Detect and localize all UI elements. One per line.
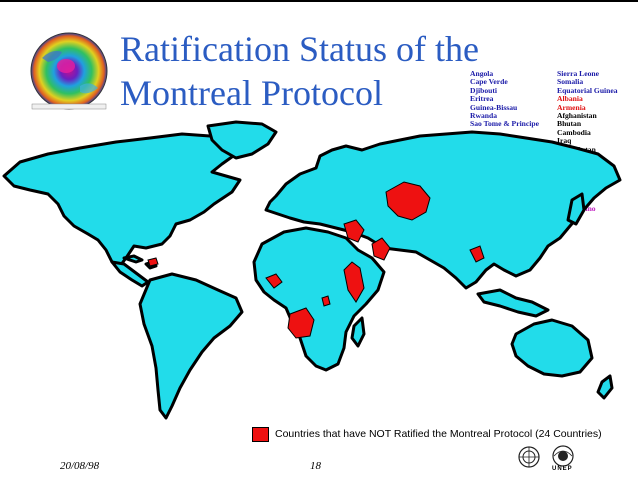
country-list-item: Somalia xyxy=(557,77,584,87)
footer-date: 20/08/98 xyxy=(60,460,100,472)
title-line-2: Montreal Protocol xyxy=(120,73,383,113)
continents xyxy=(2,120,622,420)
country-list-item: Guinea-Bissau xyxy=(470,102,518,112)
central-asia-region xyxy=(385,181,431,221)
un-emblem-logo xyxy=(518,446,540,468)
country-list-item: Angola xyxy=(470,69,494,78)
country-list-item: Cambodia xyxy=(557,127,591,137)
country-list-item: Djibouti xyxy=(470,85,498,95)
middle-east-region xyxy=(343,219,365,243)
country-list-column-1: Angola Cape Verde Djibouti Eritrea Guinea-Bi… xyxy=(470,69,550,129)
angola-region xyxy=(287,307,315,339)
legend: Countries that have NOT Ratified the Mon… xyxy=(252,426,602,442)
africa-landmass xyxy=(252,226,386,372)
title-line-1: Ratification Status of the xyxy=(120,29,479,69)
non-ratified-countries xyxy=(147,181,485,339)
west-africa-region xyxy=(265,273,283,289)
haiti-region xyxy=(147,257,159,267)
country-list-item: Sao Tome & Principe xyxy=(470,119,539,129)
page-number: 18 xyxy=(310,460,321,472)
central-america-landmass xyxy=(110,260,150,288)
top-rule xyxy=(0,0,638,2)
world-map xyxy=(2,120,622,420)
country-list-item: Rwanda xyxy=(470,111,498,121)
country-list-item: Cape Verde xyxy=(470,77,508,87)
legend-swatch xyxy=(252,426,269,442)
country-list-item: Afghanistan xyxy=(557,111,597,121)
country-list-item: Armenia xyxy=(557,102,586,112)
legend-label: Countries that have NOT Ratified the Mon… xyxy=(275,428,602,440)
southeast-asia-islands xyxy=(476,288,550,318)
south-america-landmass xyxy=(138,272,244,420)
greenland-landmass xyxy=(206,120,278,160)
new-zealand-landmass xyxy=(596,374,614,400)
cambodia-region xyxy=(469,245,485,263)
japan-landmass xyxy=(566,192,586,226)
unep-emblem-logo xyxy=(552,445,574,467)
ozone-globe-image xyxy=(30,32,108,110)
horn-of-africa-region xyxy=(343,261,365,303)
country-list-item: Eritrea xyxy=(470,94,494,104)
australia-landmass xyxy=(510,318,594,378)
country-list-item: Iraq xyxy=(557,136,572,146)
oman-region xyxy=(371,237,391,261)
rwanda-region xyxy=(321,295,331,307)
unep-label: UNEP xyxy=(552,466,573,472)
country-list-item: Equatorial Guinea xyxy=(557,85,618,95)
country-list-item: Albania xyxy=(557,94,583,104)
country-list-item: Bhutan xyxy=(557,119,582,129)
north-america-landmass xyxy=(2,132,242,268)
madagascar-landmass xyxy=(350,316,366,348)
country-list-item: Sierra Leone xyxy=(557,69,599,78)
